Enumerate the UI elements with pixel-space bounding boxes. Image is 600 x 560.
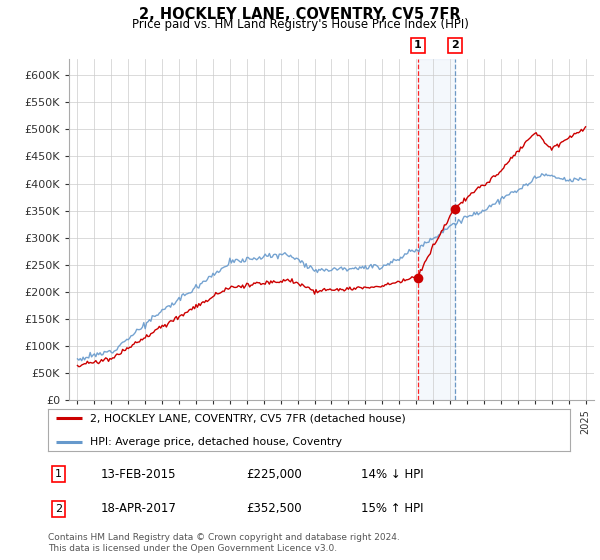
Text: 13-FEB-2015: 13-FEB-2015 (100, 468, 176, 480)
Text: Contains HM Land Registry data © Crown copyright and database right 2024.
This d: Contains HM Land Registry data © Crown c… (48, 533, 400, 553)
Text: 1: 1 (55, 469, 62, 479)
Text: 18-APR-2017: 18-APR-2017 (100, 502, 176, 515)
Text: 14% ↓ HPI: 14% ↓ HPI (361, 468, 424, 480)
Bar (418, 59, 455, 400)
Text: £225,000: £225,000 (247, 468, 302, 480)
Text: 2: 2 (451, 40, 459, 50)
Text: HPI: Average price, detached house, Coventry: HPI: Average price, detached house, Cove… (90, 437, 342, 446)
Text: Price paid vs. HM Land Registry's House Price Index (HPI): Price paid vs. HM Land Registry's House … (131, 18, 469, 31)
Text: 15% ↑ HPI: 15% ↑ HPI (361, 502, 424, 515)
Text: 2, HOCKLEY LANE, COVENTRY, CV5 7FR: 2, HOCKLEY LANE, COVENTRY, CV5 7FR (139, 7, 461, 22)
Text: 1: 1 (414, 40, 422, 50)
Text: £352,500: £352,500 (247, 502, 302, 515)
Text: 2, HOCKLEY LANE, COVENTRY, CV5 7FR (detached house): 2, HOCKLEY LANE, COVENTRY, CV5 7FR (deta… (90, 413, 406, 423)
Text: 2: 2 (55, 504, 62, 514)
